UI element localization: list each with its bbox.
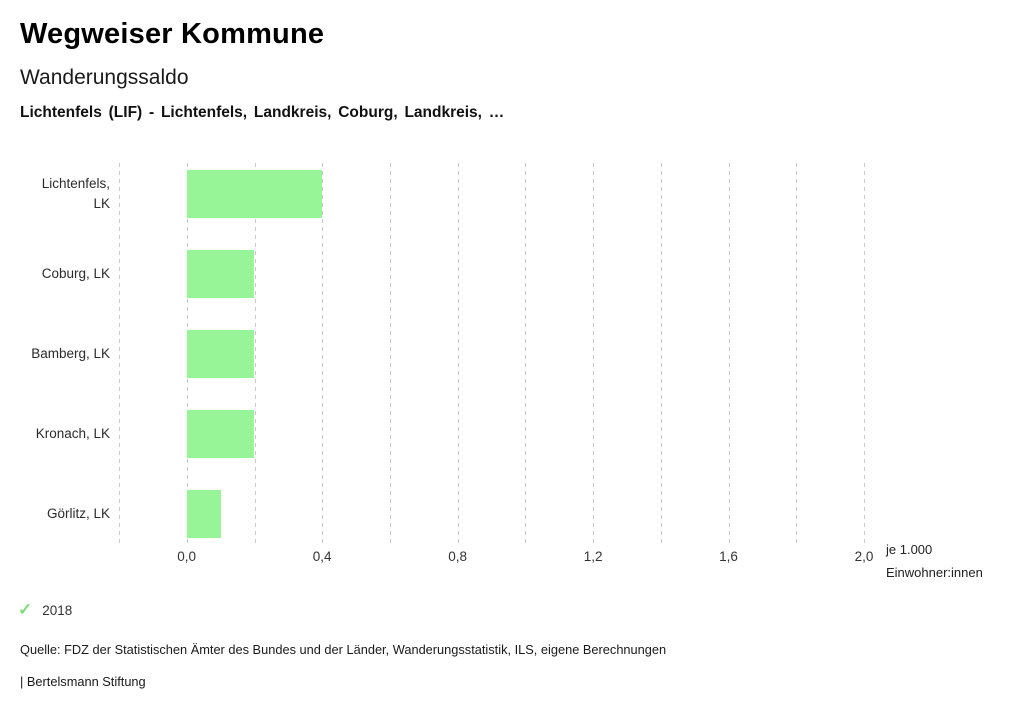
bar-bamberg-lk[interactable] <box>186 330 255 378</box>
category-label: Bamberg, LK <box>31 345 110 361</box>
gridline <box>525 163 527 545</box>
chart-title: Wanderungssaldo <box>20 66 189 89</box>
legend-year-label: 2018 <box>42 602 73 618</box>
gridline <box>593 163 595 545</box>
x-axis-unit-label: je 1.000 Einwohner:innen <box>886 539 983 584</box>
plot-area <box>119 163 865 545</box>
x-tick-label: 1,6 <box>719 549 738 564</box>
bar-kronach-lk[interactable] <box>186 410 255 458</box>
gridline <box>660 163 662 545</box>
x-tick-label: 0,4 <box>312 549 332 564</box>
bar-coburg-lk[interactable] <box>186 250 255 298</box>
attribution-text: | Bertelsmann Stiftung <box>20 674 146 689</box>
x-tick-label: 2,0 <box>854 549 874 564</box>
bar-lichtenfels-lk[interactable] <box>186 170 323 218</box>
gridline <box>322 163 324 545</box>
gridline <box>728 163 730 545</box>
category-label: Görlitz, LK <box>46 505 110 521</box>
x-axis-unit-line1: je 1.000 <box>886 542 933 557</box>
gridline <box>457 163 459 545</box>
source-text: Quelle: FDZ der Statistischen Ämter des … <box>20 642 667 657</box>
category-label: Coburg, LK <box>41 265 110 281</box>
x-tick-label: 1,2 <box>583 549 603 564</box>
check-icon: ✓ <box>18 600 33 619</box>
legend-item-2018[interactable]: ✓ 2018 <box>18 601 72 619</box>
gridline <box>864 163 865 545</box>
x-axis-unit-line2: Einwohner:innen <box>886 564 983 580</box>
category-label: Kronach, LK <box>35 425 110 441</box>
category-label: Lichtenfels, LK <box>41 175 110 211</box>
page-title: Wegweiser Kommune <box>20 18 325 50</box>
x-tick-label: 0,0 <box>177 549 197 564</box>
gridline <box>389 163 391 545</box>
region-context-line: Lichtenfels (LIF) - Lichtenfels, Landkre… <box>20 104 505 121</box>
category-axis: Lichtenfels, LK Coburg, LK Bamberg, LK Kron… <box>0 163 110 545</box>
x-tick-label: 0,8 <box>448 549 467 564</box>
gridline <box>119 163 120 545</box>
gridline <box>254 163 256 545</box>
bar-görlitz-lk[interactable] <box>186 490 221 538</box>
gridline <box>796 163 798 545</box>
